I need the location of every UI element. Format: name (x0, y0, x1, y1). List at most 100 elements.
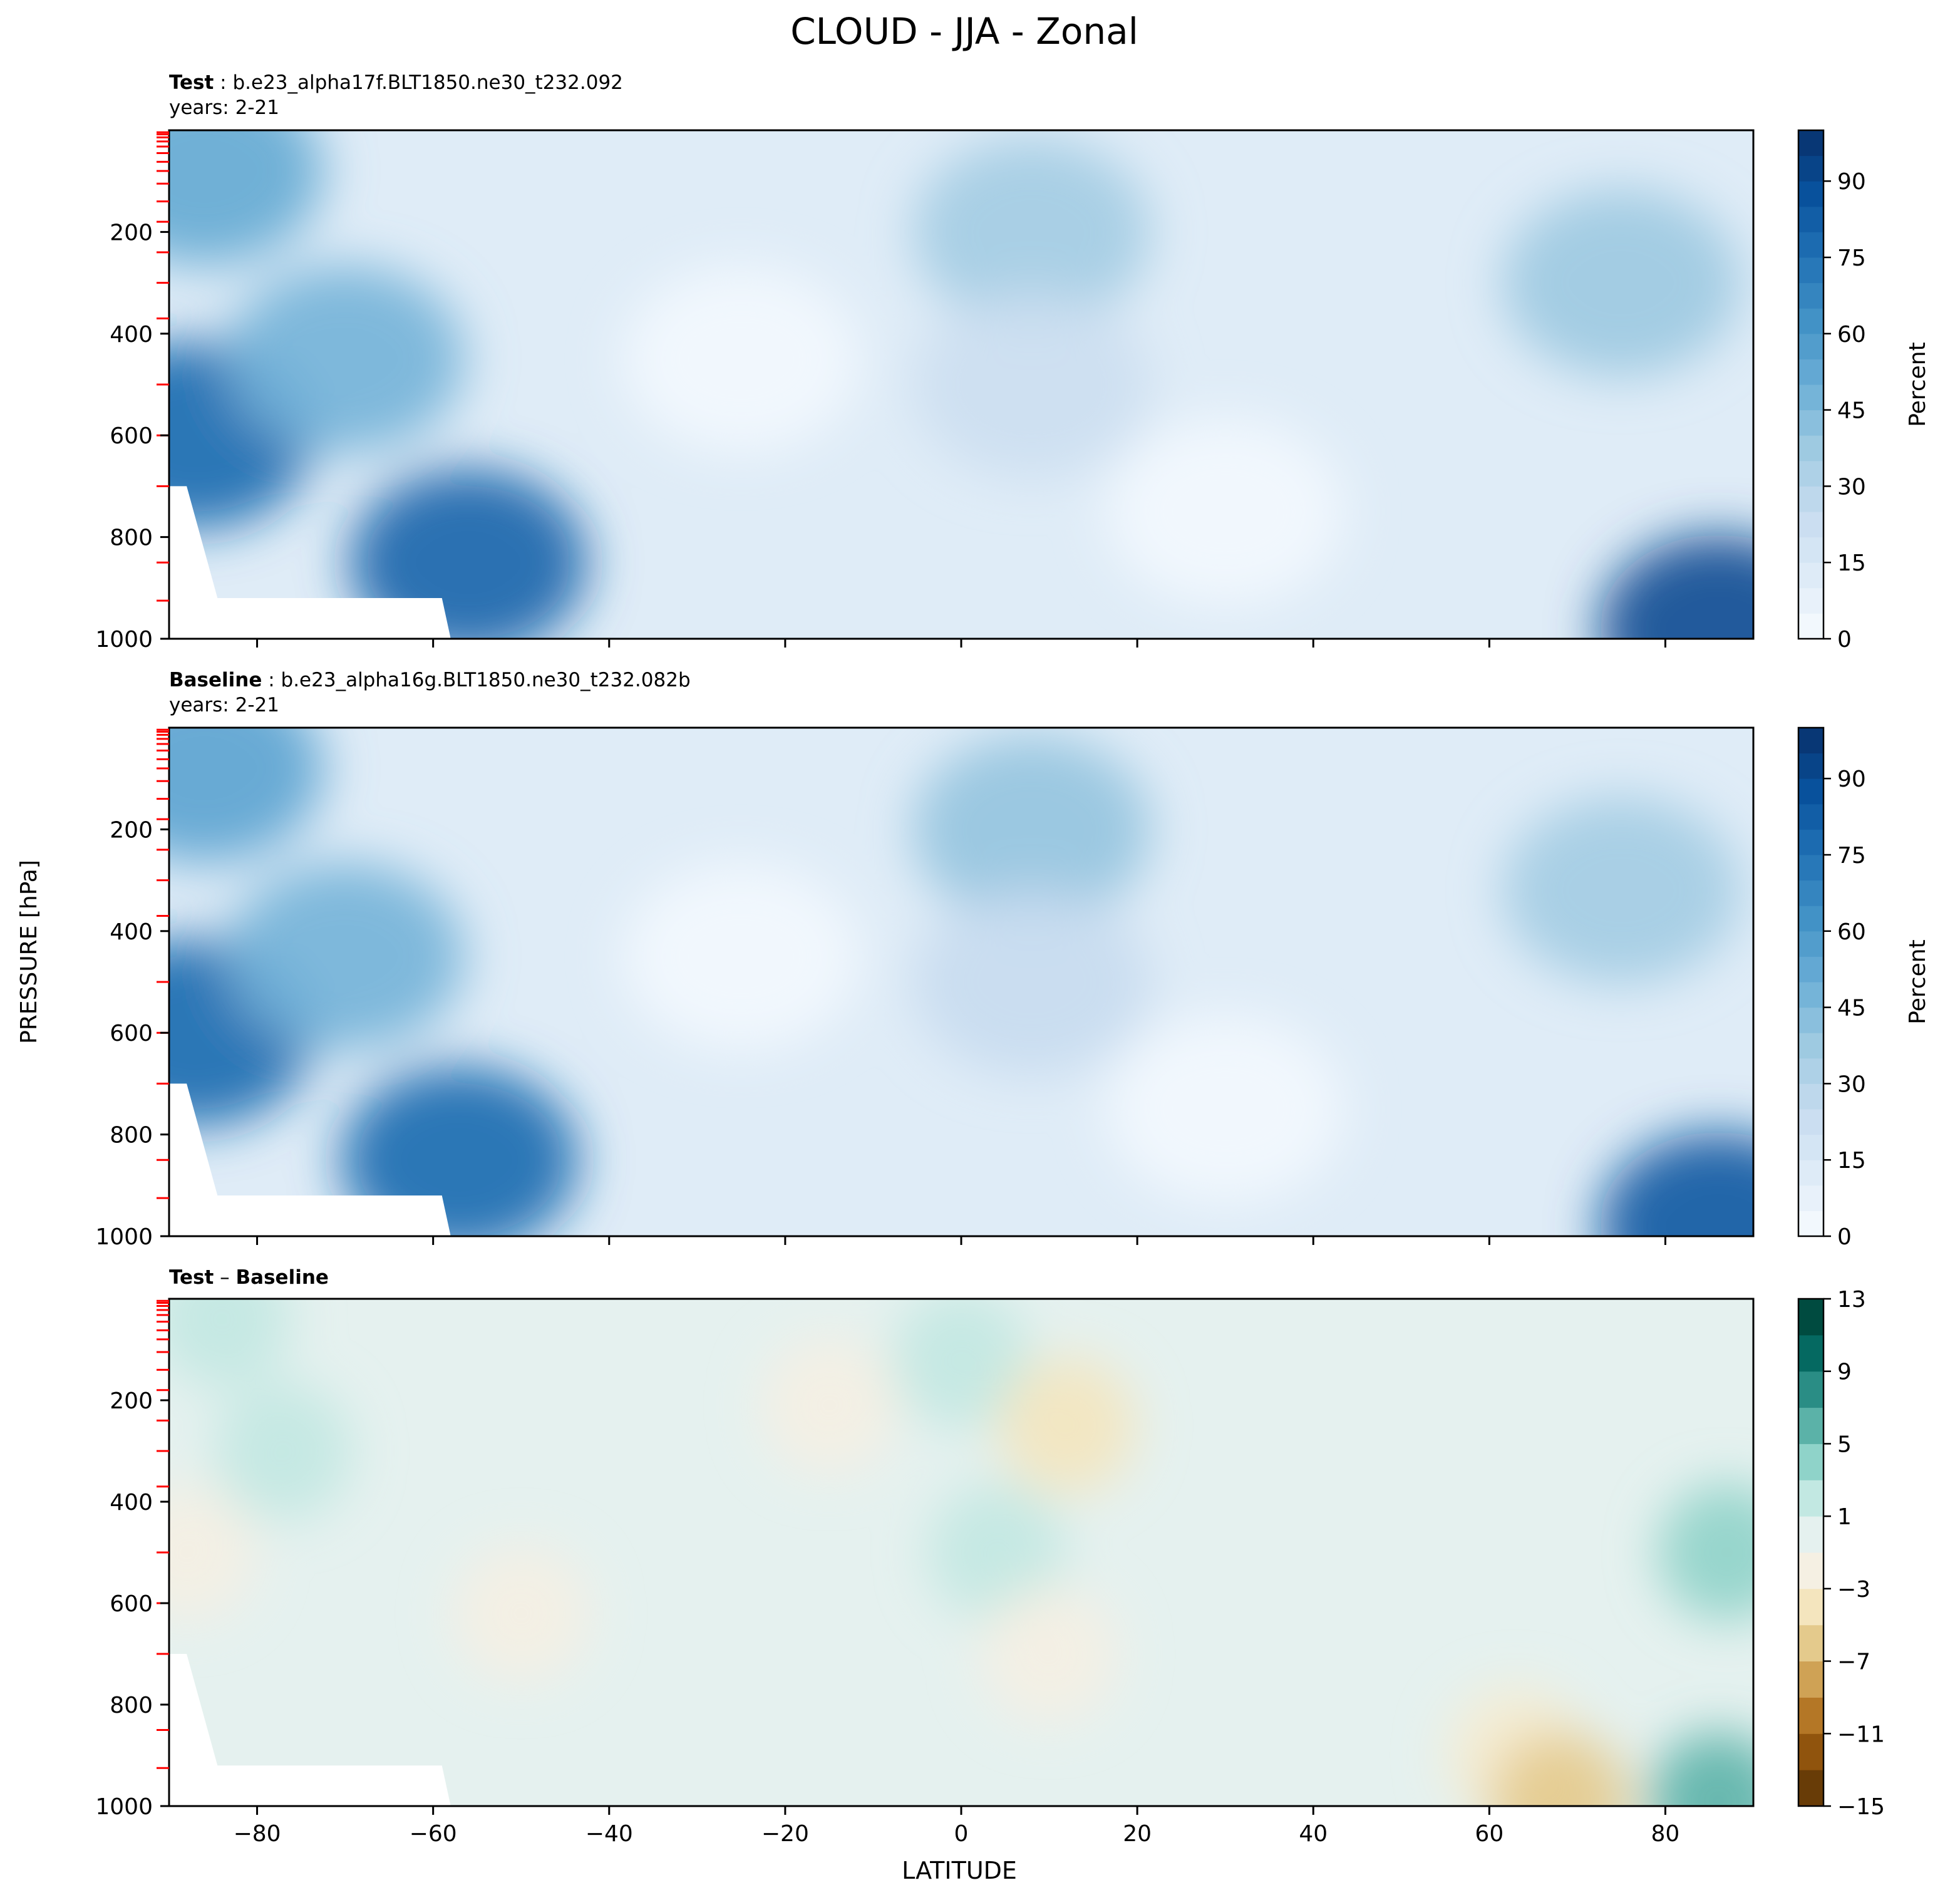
colorbar-segment (1798, 232, 1823, 258)
x-tick-label: 80 (1651, 1821, 1680, 1847)
colorbar: 0 15 30 45 60 75 90 Percent (1797, 129, 1931, 653)
contour-region (169, 1299, 291, 1388)
contour-field (169, 728, 1753, 1236)
colorbar-segment (1798, 956, 1823, 983)
contour-region (349, 468, 587, 639)
colorbar-segment (1798, 1516, 1823, 1553)
colorbar-segment (1798, 130, 1823, 157)
y-tick-label: 800 (110, 1123, 153, 1149)
colorbar-tick-label: 75 (1837, 843, 1866, 869)
colorbar-label: Percent (1905, 939, 1931, 1024)
colorbar-segment (1798, 460, 1823, 487)
colorbar-tick-label: −7 (1837, 1650, 1870, 1675)
colorbar-segment (1798, 257, 1823, 284)
colorbar-segment (1798, 1033, 1823, 1059)
colorbar-segment (1798, 931, 1823, 957)
colorbar-segment (1798, 359, 1823, 385)
contour-region (169, 1484, 256, 1621)
colorbar-segment (1798, 1160, 1823, 1186)
contour-region (998, 1356, 1136, 1495)
contour-region (892, 1299, 1030, 1429)
colorbar-segment (1798, 1407, 1823, 1444)
colorbar-tick-label: 90 (1837, 169, 1866, 195)
y-tick-label: 600 (110, 423, 153, 449)
contour-region (1502, 796, 1741, 984)
colorbar-tick-label: 15 (1837, 550, 1866, 576)
x-tick-label: −60 (410, 1821, 457, 1847)
masked-topography (169, 1654, 451, 1806)
colorbar-tick-label: 90 (1837, 767, 1866, 792)
panel-years: years: 2-21 (169, 96, 279, 119)
colorbar-tick-label: 60 (1837, 919, 1866, 945)
y-tick-label: 400 (110, 919, 153, 945)
y-axis-label: PRESSURE [hPa] (16, 860, 42, 1044)
colorbar-label: Percent (1905, 342, 1931, 426)
contour-region (340, 1066, 579, 1236)
colorbar-segment (1798, 1083, 1823, 1110)
contour-region (1502, 188, 1741, 377)
contour-region (1106, 1015, 1344, 1203)
colorbar-tick-label: 5 (1837, 1432, 1852, 1457)
contour-region (226, 862, 465, 1051)
panel-years: years: 2-21 (169, 694, 279, 716)
colorbar-segment (1798, 803, 1823, 830)
colorbar-tick-label: 9 (1837, 1360, 1852, 1385)
contour-field (169, 1299, 1753, 1806)
colorbar-segment (1798, 282, 1823, 309)
contour-region (452, 1544, 591, 1683)
x-tick-label: 40 (1299, 1821, 1328, 1847)
colorbar-tick-label: 1 (1837, 1504, 1852, 1530)
colorbar-frame (1797, 129, 1825, 640)
x-axis-label: LATITUDE (902, 1857, 1017, 1884)
contour-region (912, 735, 1151, 924)
contour-region (760, 1336, 899, 1475)
x-tick-label: 20 (1123, 1821, 1152, 1847)
colorbar-segment (1798, 1109, 1823, 1135)
panel-title: Test : b.e23_alpha17f.BLT1850.ne30_t232.… (169, 71, 623, 94)
colorbar-segment (1798, 1624, 1823, 1662)
colorbar: 13 9 5 1 −3 −7 −11 −15 (1797, 1287, 1885, 1820)
contour-region (1106, 418, 1344, 606)
colorbar-segment (1798, 181, 1823, 207)
contour-region (1649, 1732, 1753, 1806)
colorbar-segment (1798, 562, 1823, 589)
colorbar-segment (1798, 1588, 1823, 1626)
colorbar-segment (1798, 1443, 1823, 1480)
colorbar-segment (1798, 1335, 1823, 1372)
contour-region (980, 1585, 1118, 1723)
y-tick-label: 600 (110, 1591, 153, 1617)
y-tick-label: 200 (110, 1388, 153, 1414)
masked-topography (169, 1083, 451, 1236)
colorbar-tick-label: 15 (1837, 1148, 1866, 1174)
colorbar-tick-label: 45 (1837, 398, 1866, 424)
colorbar-tick-label: 30 (1837, 1071, 1866, 1097)
colorbar-frame (1797, 726, 1825, 1237)
contour-region (912, 138, 1151, 326)
colorbar-segment (1798, 1134, 1823, 1160)
colorbar-segment (1798, 512, 1823, 538)
colorbar-segment (1798, 1770, 1823, 1807)
contour-region (214, 1382, 353, 1520)
colorbar-segment (1798, 1058, 1823, 1084)
panel-difference: 200 400 600 800 1000 −80 −60 −40 −20 0 20 40 60 80 Tes… (95, 1266, 1885, 1847)
colorbar-segment (1798, 1007, 1823, 1033)
contour-region (912, 888, 1151, 1076)
y-tick-label: 400 (110, 1490, 153, 1515)
colorbar-segment (1798, 728, 1823, 754)
colorbar-tick-label: −15 (1837, 1794, 1885, 1820)
colorbar-segment (1798, 206, 1823, 232)
x-tick-label: 0 (954, 1821, 969, 1847)
colorbar-segment (1798, 410, 1823, 436)
colorbar-segment (1798, 1661, 1823, 1698)
colorbar-segment (1798, 1697, 1823, 1734)
contour-region (169, 130, 324, 265)
colorbar-tick-label: 30 (1837, 474, 1866, 500)
colorbar-segment (1798, 1733, 1823, 1770)
contour-region (1658, 1484, 1753, 1621)
colorbar-segment (1798, 778, 1823, 805)
colorbar-segment (1798, 829, 1823, 855)
colorbar-segment (1798, 1299, 1823, 1336)
